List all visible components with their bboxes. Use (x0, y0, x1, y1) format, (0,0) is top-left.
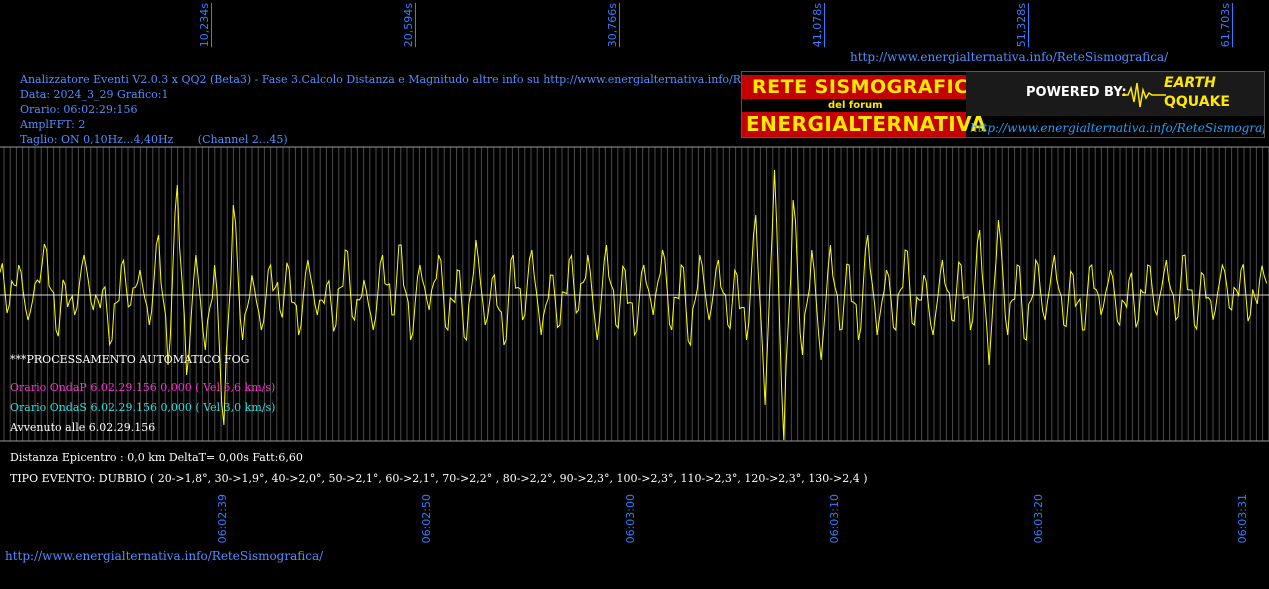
banner-grey (966, 72, 1264, 116)
banner-url: http://www.energialternativa.info/ReteSi… (970, 121, 1265, 135)
banner-subtitle: del forum (828, 100, 883, 111)
top-axis-label: 20,594s (402, 3, 415, 48)
banner-title1: RETE SISMOGRAFICA (752, 76, 984, 98)
epicenter-distance: Distanza Epicentro : 0,0 km DeltaT= 0,00… (10, 451, 303, 464)
qquake-logo-text: QQUAKE (1164, 94, 1230, 110)
ampl-info: AmplFFT: 2 (20, 118, 86, 131)
banner-title2: ENERGIALTERNATIVA (746, 112, 987, 136)
vertical-grid (3, 147, 1269, 441)
seismic-wave-logo-icon (1122, 82, 1166, 108)
filter-info: Taglio: ON 0,10Hz...4,40Hz (Channel 2...… (20, 133, 288, 146)
top-axis-label: 61,703s (1219, 3, 1232, 48)
bottom-axis-label: 06:03:00 (624, 494, 637, 544)
banner-red-top (742, 75, 966, 99)
onda-p-time: Orario OndaP 6.02.29.156 0,000 ( Vel 5,6… (10, 381, 276, 394)
earth-logo-text: EARTH (1164, 75, 1216, 91)
bottom-axis-label: 06:03:20 (1032, 494, 1045, 544)
app-title: Analizzatore Eventi V2.0.3 x QQ2 (Beta3)… (20, 73, 786, 86)
top-url: http://www.energialternativa.info/ReteSi… (850, 50, 1169, 64)
top-axis-label: 10,234s (198, 3, 211, 48)
processing-status: ***PROCESSAMENTO AUTOMATICO FOG (10, 353, 250, 366)
seismic-trace (0, 169, 1268, 441)
powered-by-label: POWERED BY: (1026, 85, 1127, 100)
bottom-url[interactable]: http://www.energialternativa.info/ReteSi… (5, 549, 324, 563)
onda-s-time: Orario OndaS 6.02.29.156 0,000 ( Vel 3,0… (10, 401, 276, 414)
bottom-axis-label: 06:03:10 (828, 494, 841, 544)
top-axis-label: 41,078s (811, 3, 824, 48)
time-info: Orario: 06:02:29:156 (20, 103, 138, 116)
rete-sismografica-banner: RETE SISMOGRAFICA del forum ENERGIALTERN… (741, 71, 1265, 138)
bottom-axis-label: 06:03:31 (1236, 494, 1249, 544)
bottom-axis-label: 06:02:50 (420, 494, 433, 544)
bottom-axis-label: 06:02:39 (216, 494, 229, 544)
top-axis-label: 30,766s (606, 3, 619, 48)
event-type: TIPO EVENTO: DUBBIO ( 20->1,8°, 30->1,9°… (10, 472, 868, 485)
banner-red-bottom (742, 112, 966, 137)
date-info: Data: 2024_3_29 Grafico:1 (20, 88, 169, 101)
event-time: Avvenuto alle 6.02.29.156 (10, 421, 156, 434)
top-axis-label: 51,328s (1015, 3, 1028, 48)
